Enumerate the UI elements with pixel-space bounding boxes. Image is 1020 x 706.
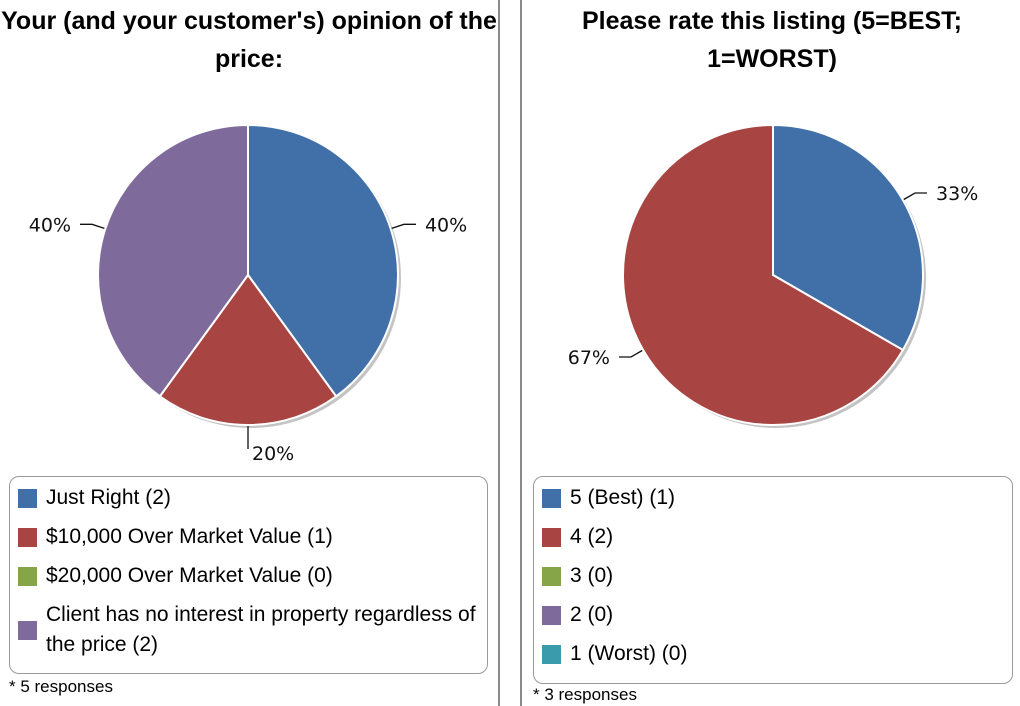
legend-swatch [542, 566, 561, 586]
legend-swatch [542, 527, 561, 547]
legend-label: 2 (0) [570, 603, 614, 626]
pie-percent-label: 33% [936, 183, 978, 205]
legend-label: 5 (Best) (1) [570, 486, 676, 509]
response-count: * 3 responses [533, 685, 637, 704]
legend-swatch [542, 488, 561, 508]
pie-slice-1 [622, 123, 905, 426]
chart-title: Your (and your customer's) opinion of th… [1, 7, 497, 73]
legend-item: 1 (Worst) (0) [542, 639, 1004, 669]
legend-swatch [542, 605, 561, 625]
pie-leader-line [618, 349, 643, 358]
pie-leader-line [391, 223, 416, 229]
legend-item: 3 (0) [542, 561, 1004, 591]
response-count: * 5 responses [9, 677, 113, 696]
price-opinion-pie-chart: 40% 20% 40% [29, 123, 467, 465]
legend-label: 3 (0) [570, 564, 614, 587]
legend-label: 4 (2) [570, 525, 614, 548]
pie-percent-label: 67% [568, 347, 610, 369]
pie-percent-label: 20% [252, 443, 294, 465]
legend-swatch [18, 620, 37, 640]
pie-percent-label: 40% [29, 214, 71, 236]
legend-swatch [18, 566, 37, 586]
legend-label: Just Right (2) [46, 486, 171, 509]
listing-rating-panel: Please rate this listing (5=BEST; 1=WORS… [520, 0, 1020, 706]
legend-item: 2 (0) [542, 600, 1004, 630]
legend-swatch [542, 644, 561, 664]
legend-item: 4 (2) [542, 522, 1004, 552]
legend-item: Just Right (2) [18, 483, 479, 513]
listing-rating-legend: 5 (Best) (1) 4 (2) 3 (0) 2 (0) 1 (Worst) (0) [533, 476, 1013, 684]
chart-title: Please rate this listing (5=BEST; 1=WORS… [582, 7, 962, 73]
legend-item: 5 (Best) (1) [542, 483, 1004, 513]
pie-slice-0 [247, 123, 399, 398]
legend-swatch [18, 527, 37, 547]
legend-label: $20,000 Over Market Value (0) [46, 564, 333, 587]
legend-label: 1 (Worst) (0) [570, 642, 688, 665]
pie-leader-line [80, 223, 105, 229]
pie-leader-line [903, 192, 928, 201]
price-opinion-legend: Just Right (2) $10,000 Over Market Value … [9, 476, 488, 674]
legend-item: $10,000 Over Market Value (1) [18, 522, 479, 552]
pie-percent-label: 40% [425, 214, 467, 236]
legend-label: $10,000 Over Market Value (1) [46, 525, 333, 548]
legend-item: $20,000 Over Market Value (0) [18, 561, 479, 591]
listing-rating-pie-chart: 33% 67% [568, 123, 978, 428]
legend-item: Client has no interest in property regar… [18, 600, 479, 660]
pie-slice-1 [158, 273, 338, 426]
pie-slice-0 [772, 123, 924, 352]
pie-slice-3 [97, 123, 249, 398]
legend-swatch [18, 488, 37, 508]
legend-label: Client has no interest in property regar… [46, 603, 476, 656]
price-opinion-panel: Your (and your customer's) opinion of th… [0, 0, 500, 706]
